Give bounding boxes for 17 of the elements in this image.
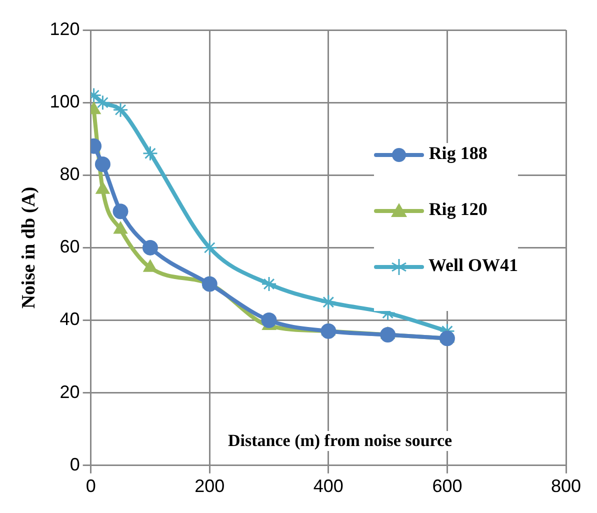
x-tick-label: 0 [86,476,96,496]
y-axis-title: Noise in db (A) [18,186,40,309]
y-tick-label: 40 [60,309,80,330]
x-axis-title: Distance (m) from noise source [228,431,452,451]
y-tick-label: 120 [50,18,80,39]
x-tick-label: 600 [432,476,462,496]
y-tick-label: 80 [60,164,80,184]
y-tick-label: 100 [50,92,80,112]
x-tick-label: 200 [194,476,225,496]
legend-label: Rig 120 [428,198,488,219]
y-tick-label: 60 [60,236,80,257]
x-tick-label: 400 [313,476,344,496]
x-tick-label: 800 [550,476,582,496]
y-tick-label: 0 [70,454,80,474]
legend-label: Well OW41 [428,254,518,275]
y-tick-label: 20 [60,382,80,402]
legend-label: Rig 188 [428,143,488,163]
